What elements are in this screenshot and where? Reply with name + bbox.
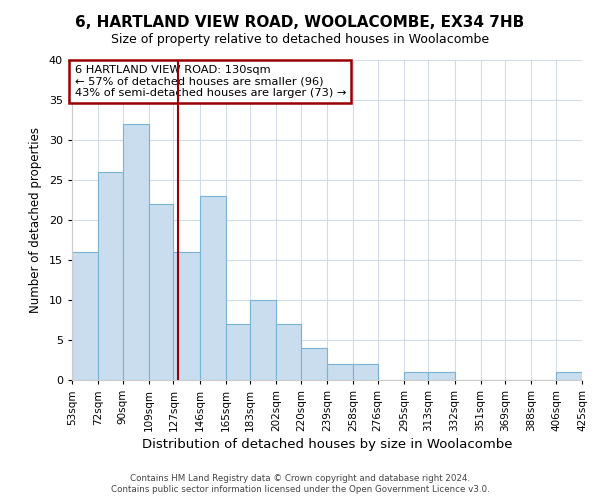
Bar [250,300,276,380]
Bar [123,124,149,380]
Text: 6, HARTLAND VIEW ROAD, WOOLACOMBE, EX34 7HB: 6, HARTLAND VIEW ROAD, WOOLACOMBE, EX34 … [76,15,524,30]
Bar [226,324,250,380]
Bar [556,372,582,380]
Bar [173,252,199,380]
Bar [149,204,173,380]
X-axis label: Distribution of detached houses by size in Woolacombe: Distribution of detached houses by size … [142,438,512,451]
Bar [404,372,428,380]
Bar [428,372,455,380]
Y-axis label: Number of detached properties: Number of detached properties [29,127,42,313]
Bar [327,364,353,380]
Bar [98,172,123,380]
Bar [301,348,327,380]
Bar [276,324,301,380]
Bar [199,196,226,380]
Bar [72,252,98,380]
Text: Contains HM Land Registry data © Crown copyright and database right 2024.
Contai: Contains HM Land Registry data © Crown c… [110,474,490,494]
Bar [353,364,378,380]
Text: Size of property relative to detached houses in Woolacombe: Size of property relative to detached ho… [111,32,489,46]
Text: 6 HARTLAND VIEW ROAD: 130sqm
← 57% of detached houses are smaller (96)
43% of se: 6 HARTLAND VIEW ROAD: 130sqm ← 57% of de… [74,65,346,98]
